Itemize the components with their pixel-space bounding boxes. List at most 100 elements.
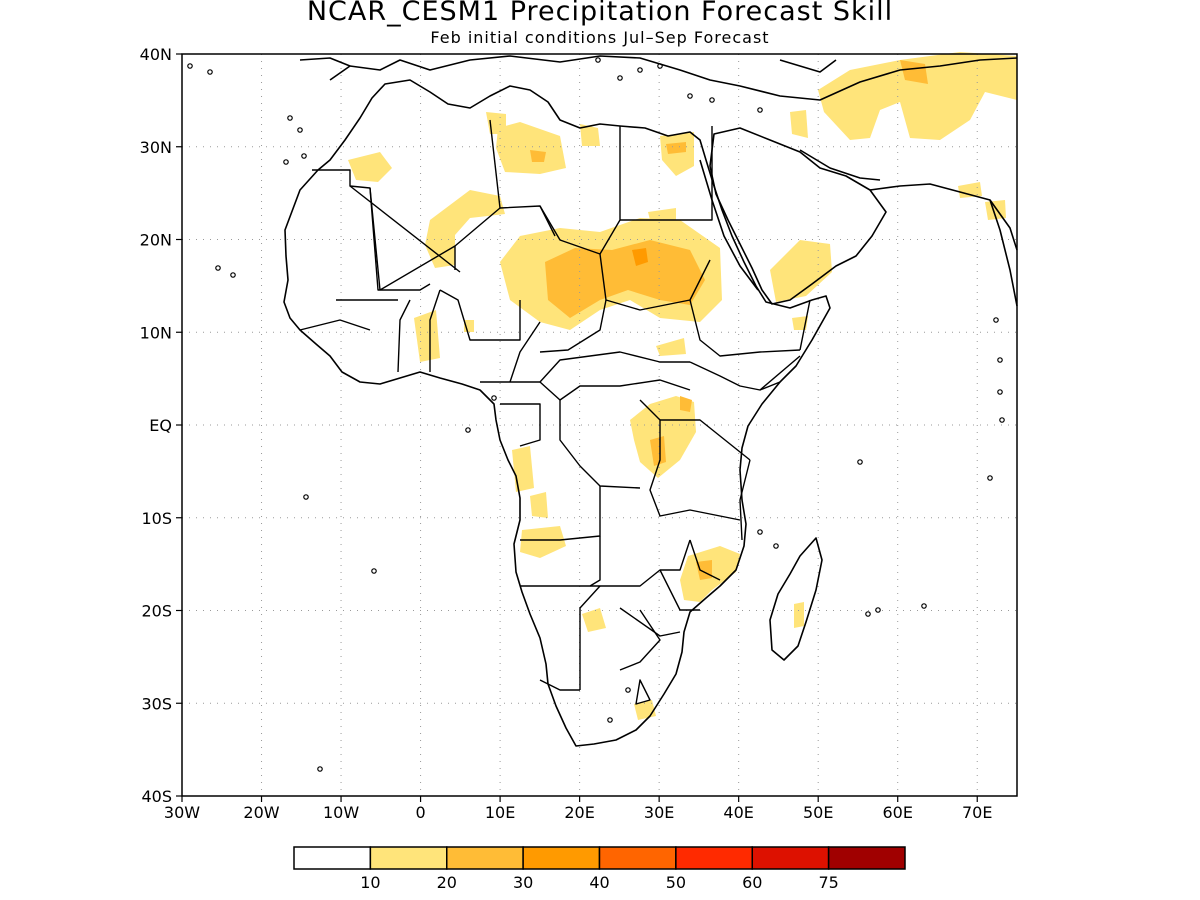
gridlines <box>182 54 1017 796</box>
country-border <box>689 361 781 391</box>
country-border <box>539 299 607 353</box>
island <box>595 57 601 63</box>
island <box>687 93 693 99</box>
country-border <box>539 379 691 401</box>
colorbar-swatch <box>446 846 524 870</box>
x-tick-label: 10E <box>485 803 515 822</box>
skill-contour <box>650 436 666 466</box>
y-tick-label: 10N <box>140 323 172 342</box>
coastline <box>299 57 351 67</box>
colorbar: 10 20 30 40 50 60 75 <box>293 846 906 892</box>
skill-contour <box>666 142 686 154</box>
island <box>987 475 993 481</box>
y-tick-label: 20S <box>141 602 172 621</box>
country-border <box>590 539 691 587</box>
skill-contour <box>818 52 1017 140</box>
island <box>287 115 293 121</box>
skill-contour <box>770 240 832 302</box>
island <box>997 357 1003 363</box>
colorbar-label: 30 <box>513 873 533 892</box>
country-border <box>579 585 601 690</box>
country-border <box>312 169 431 291</box>
colorbar-swatch <box>522 846 601 870</box>
colorbar-label: 75 <box>818 873 838 892</box>
country-border <box>739 459 751 541</box>
x-tick-label: 20E <box>564 803 594 822</box>
island <box>607 717 613 723</box>
island <box>637 67 643 73</box>
island <box>997 389 1003 395</box>
coastline <box>779 59 837 73</box>
coastline <box>709 127 887 305</box>
country-border <box>397 299 411 373</box>
island <box>465 427 471 433</box>
skill-contour <box>496 122 566 174</box>
skill-contour <box>648 208 676 220</box>
coastline <box>869 183 1018 251</box>
country-border <box>759 355 801 391</box>
map-subtitle: Feb initial conditions Jul–Sep Forecast <box>430 28 770 47</box>
country-border <box>349 185 461 273</box>
skill-contour <box>414 310 440 362</box>
coastline <box>799 149 881 181</box>
skill-contour <box>520 526 566 558</box>
y-tick-label: 40N <box>140 45 172 64</box>
island <box>371 568 377 574</box>
island <box>657 63 663 69</box>
colorbar-label: 50 <box>666 873 686 892</box>
island <box>757 529 763 535</box>
colorbar-swatch <box>598 846 677 870</box>
country-border <box>520 486 601 541</box>
x-tick-label: 60E <box>882 803 912 822</box>
island <box>757 107 763 113</box>
island <box>999 417 1005 423</box>
island <box>303 494 309 500</box>
country-border <box>509 321 541 383</box>
x-tick-label: 10W <box>323 803 359 822</box>
country-border <box>599 253 711 311</box>
skill-contour <box>348 152 392 182</box>
y-tick-label: EQ <box>149 416 172 435</box>
island <box>283 159 289 165</box>
colorbar-label: 40 <box>589 873 609 892</box>
x-tick-label: 50E <box>803 803 833 822</box>
x-tick-label: 30W <box>164 803 200 822</box>
country-border <box>539 679 580 691</box>
coastline <box>989 199 1018 307</box>
island <box>215 265 221 271</box>
x-axis-ticks: 30W 20W 10W 0 10E 20E 30E 40E 50E 60E 70E <box>164 796 992 822</box>
y-tick-label: 30N <box>140 138 172 157</box>
skill-contour <box>696 560 712 580</box>
country-border <box>689 539 721 581</box>
country-border <box>500 403 541 447</box>
island <box>865 611 871 617</box>
country-border <box>489 119 501 209</box>
country-border <box>520 536 601 587</box>
island <box>625 687 631 693</box>
coastline <box>769 537 823 661</box>
x-tick-label: 70E <box>962 803 992 822</box>
colorbar-swatch <box>827 846 906 870</box>
skill-contour <box>512 446 534 492</box>
country-border <box>659 569 700 611</box>
country-border <box>369 187 381 291</box>
colorbar-swatch <box>751 846 830 870</box>
island <box>317 766 323 772</box>
island <box>491 395 497 401</box>
skill-contour <box>632 248 648 266</box>
x-tick-label: 30E <box>644 803 674 822</box>
colorbar-swatch <box>369 846 448 870</box>
africa-coastline <box>283 79 831 747</box>
y-axis-ticks: 40N 30N 20N 10N EQ 10S 20S 30S 40S <box>140 45 182 806</box>
skill-contour <box>425 190 505 268</box>
country-border <box>619 607 681 637</box>
colorbar-label: 20 <box>437 873 457 892</box>
island <box>921 603 927 609</box>
skill-shading-layer <box>348 52 1017 720</box>
skill-contour <box>656 338 686 356</box>
country-border <box>439 289 521 341</box>
island <box>875 607 881 613</box>
x-tick-label: 40E <box>723 803 753 822</box>
country-border <box>635 679 651 705</box>
country-border <box>429 289 441 372</box>
